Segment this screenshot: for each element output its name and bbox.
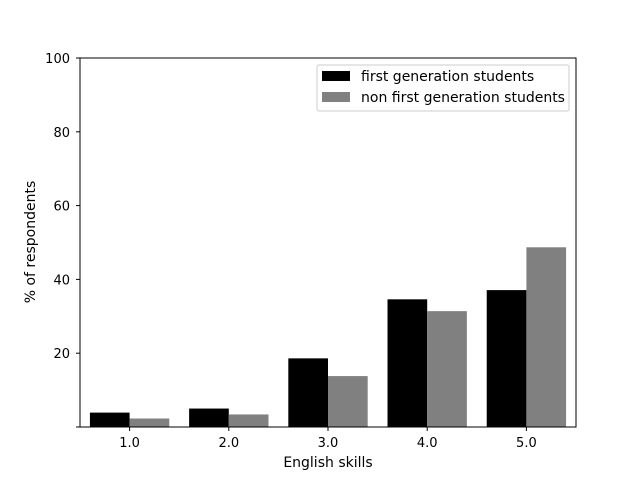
y-axis-label: % of respondents bbox=[23, 181, 39, 304]
legend-label-first-generation: first generation students bbox=[361, 69, 534, 85]
bar-series-0-3.0 bbox=[288, 358, 328, 427]
legend-label-non-first-generation: non first generation students bbox=[361, 90, 565, 106]
bar-series-0-2.0 bbox=[189, 408, 229, 427]
x-tick-label: 2.0 bbox=[218, 436, 239, 451]
bar-series-0-1.0 bbox=[89, 412, 130, 427]
legend-box bbox=[316, 64, 570, 112]
y-tick-label: 80 bbox=[53, 126, 70, 141]
x-axis-label: English skills bbox=[283, 455, 372, 471]
x-axis-ticks: 1.0 2.0 3.0 4.0 5.0 bbox=[119, 427, 537, 451]
bar-series-0-4.0 bbox=[387, 299, 428, 427]
y-tick-label: 40 bbox=[53, 273, 70, 288]
bar-series-1-5.0 bbox=[526, 247, 567, 427]
bar-series-1-3.0 bbox=[328, 376, 368, 427]
y-axis-ticks: 20 40 60 80 100 bbox=[45, 52, 80, 428]
legend-swatch-first-generation bbox=[322, 71, 350, 81]
y-tick-label: 60 bbox=[53, 200, 70, 215]
legend-swatch-non-first-generation bbox=[322, 92, 350, 102]
x-tick-label: 3.0 bbox=[318, 436, 339, 451]
x-tick-label: 1.0 bbox=[119, 436, 140, 451]
x-tick-label: 5.0 bbox=[516, 436, 537, 451]
bar-series-1-2.0 bbox=[228, 414, 269, 427]
bar-series-1-1.0 bbox=[129, 418, 170, 427]
bars-layer bbox=[89, 247, 567, 427]
y-tick-label: 100 bbox=[45, 52, 70, 67]
bar-series-1-4.0 bbox=[427, 311, 467, 427]
legend: first generation students non first gene… bbox=[316, 64, 570, 112]
y-tick-label: 20 bbox=[53, 347, 70, 362]
x-tick-label: 4.0 bbox=[417, 436, 438, 451]
bar-series-0-5.0 bbox=[486, 290, 527, 427]
